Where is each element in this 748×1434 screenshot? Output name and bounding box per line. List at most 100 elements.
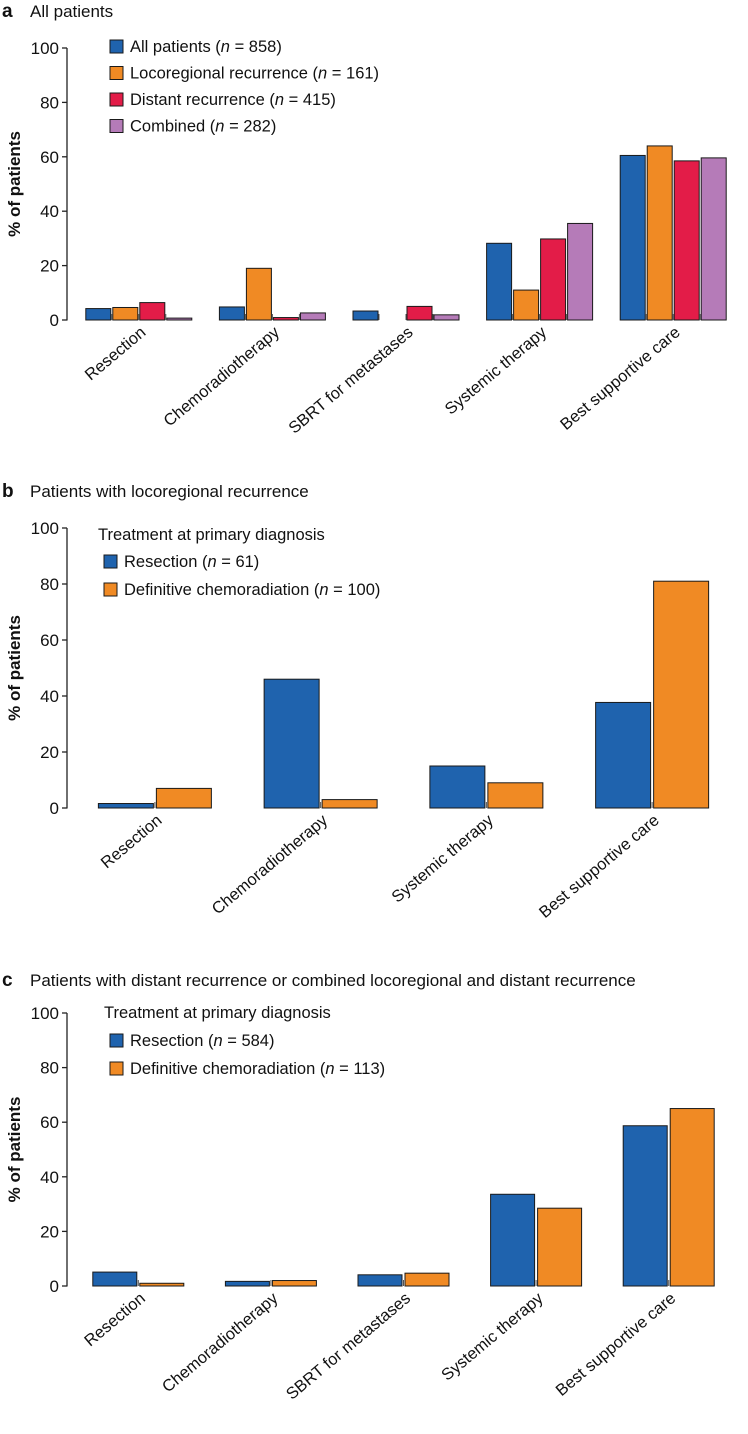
legend-label-definitive-chemoradiation: Definitive chemoradiation (n = 100) <box>124 581 380 599</box>
x-category-label-best-supportive-care: Best supportive care <box>557 323 684 433</box>
y-tick-label: 20 <box>40 1222 59 1241</box>
y-tick-label: 20 <box>40 257 59 276</box>
x-category-label-sbrt-for-metastases: SBRT for metastases <box>283 1289 414 1403</box>
bar-locoregional-recurrence-resection <box>112 306 139 321</box>
legend-label-all-patients: All patients (n = 858) <box>130 38 282 56</box>
legend-swatch-resection <box>103 554 118 569</box>
legend-swatch-definitive-chemoradiation <box>103 582 118 597</box>
bar-resection-resection <box>97 803 154 809</box>
legend-title: Treatment at primary diagnosis <box>104 1004 331 1022</box>
bar-combined-resection <box>166 317 193 321</box>
bar-resection-best-supportive-care <box>622 1125 668 1287</box>
bar-definitive-chemoradiation-resection <box>155 787 212 809</box>
panel-c: c Patients with distant recurrence or com… <box>0 958 748 1434</box>
bar-all-patients-resection <box>85 308 112 321</box>
y-tick-label: 40 <box>40 687 59 706</box>
y-tick-label: 100 <box>31 1004 59 1023</box>
bar-definitive-chemoradiation-chemoradiotherapy <box>271 1280 317 1287</box>
panel-a: a All patients 0 20 40 60 80 100 % of patients Re… <box>0 0 748 470</box>
y-tick-label: 100 <box>31 39 59 58</box>
legend-swatch-resection <box>109 1033 124 1048</box>
x-category-label-chemoradiotherapy: Chemoradiotherapy <box>160 323 283 430</box>
bar-combined-chemoradiotherapy <box>299 312 326 321</box>
bar-definitive-chemoradiation-systemic-therapy <box>487 782 544 809</box>
y-axis-label: % of patients <box>5 1097 24 1203</box>
bar-distant-recurrence-chemoradiotherapy <box>272 317 299 321</box>
x-category-label-best-supportive-care: Best supportive care <box>536 811 663 921</box>
bar-resection-resection <box>92 1271 138 1287</box>
bar-distant-recurrence-sbrt-for-metastases <box>406 305 433 321</box>
chart-locoregional-recurrence: b Patients with locoregional recurrence 0 2… <box>2 481 710 922</box>
y-tick-label: 60 <box>40 148 59 167</box>
bar-combined-best-supportive-care <box>700 157 727 321</box>
bar-definitive-chemoradiation-systemic-therapy <box>537 1207 583 1287</box>
y-tick-label: 0 <box>50 1277 59 1296</box>
bar-resection-sbrt-for-metastases <box>357 1274 403 1287</box>
chart-all-patients: a All patients 0 20 40 60 80 100 % of patients Re… <box>2 1 727 437</box>
bar-definitive-chemoradiation-resection <box>139 1282 185 1287</box>
y-tick-label: 80 <box>40 1059 59 1078</box>
bar-resection-chemoradiotherapy <box>224 1280 270 1287</box>
legend-swatch-distant-recurrence <box>109 92 124 107</box>
bar-locoregional-recurrence-chemoradiotherapy <box>245 267 272 321</box>
bar-definitive-chemoradiation-chemoradiotherapy <box>321 799 378 809</box>
x-category-label-chemoradiotherapy: Chemoradiotherapy <box>209 811 332 918</box>
panel-title: Patients with locoregional recurrence <box>30 482 309 501</box>
x-category-label-resection: Resection <box>98 811 166 872</box>
legend-label-combined: Combined (n = 282) <box>130 118 276 136</box>
bar-definitive-chemoradiation-best-supportive-care <box>653 580 710 809</box>
legend-label-resection: Resection (n = 61) <box>124 553 259 571</box>
x-category-label-systemic-therapy: Systemic therapy <box>442 323 551 419</box>
y-tick-label: 80 <box>40 93 59 112</box>
bar-resection-systemic-therapy <box>490 1193 536 1287</box>
x-category-label-resection: Resection <box>81 1289 149 1350</box>
legend-label-definitive-chemoradiation: Definitive chemoradiation (n = 113) <box>130 1060 385 1078</box>
bar-resection-best-supportive-care <box>595 701 652 809</box>
y-tick-label: 0 <box>50 311 59 330</box>
bar-all-patients-sbrt-for-metastases <box>352 310 379 321</box>
chart-distant-or-combined-recurrence: c Patients with distant recurrence or com… <box>2 970 715 1403</box>
legend-label-locoregional-recurrence: Locoregional recurrence (n = 161) <box>130 65 379 83</box>
bar-all-patients-systemic-therapy <box>486 242 513 321</box>
x-category-label-systemic-therapy: Systemic therapy <box>388 811 497 907</box>
y-tick-label: 80 <box>40 575 59 594</box>
bar-combined-systemic-therapy <box>567 222 594 321</box>
x-category-label-sbrt-for-metastases: SBRT for metastases <box>285 323 416 437</box>
x-category-label-chemoradiotherapy: Chemoradiotherapy <box>159 1289 282 1396</box>
x-category-label-resection: Resection <box>82 323 150 384</box>
legend-label-distant-recurrence: Distant recurrence (n = 415) <box>130 91 336 109</box>
legend-swatch-locoregional-recurrence <box>109 66 124 80</box>
panel-title: All patients <box>30 2 113 21</box>
y-axis-label: % of patients <box>5 131 24 237</box>
y-tick-label: 40 <box>40 1168 59 1187</box>
bar-all-patients-best-supportive-care <box>619 154 646 321</box>
bar-locoregional-recurrence-systemic-therapy <box>513 289 540 321</box>
panel-label: a <box>2 1 13 22</box>
bar-combined-sbrt-for-metastases <box>433 314 460 321</box>
x-category-label-systemic-therapy: Systemic therapy <box>438 1289 547 1385</box>
bar-definitive-chemoradiation-best-supportive-care <box>669 1108 715 1287</box>
bar-resection-systemic-therapy <box>429 765 486 809</box>
y-tick-label: 40 <box>40 202 59 221</box>
panel-label: c <box>2 970 13 991</box>
legend-swatch-definitive-chemoradiation <box>109 1061 124 1076</box>
bar-resection-chemoradiotherapy <box>263 678 320 809</box>
bar-all-patients-chemoradiotherapy <box>218 306 245 321</box>
x-category-label-best-supportive-care: Best supportive care <box>552 1289 679 1399</box>
bar-locoregional-recurrence-best-supportive-care <box>646 145 673 321</box>
y-tick-label: 20 <box>40 743 59 762</box>
y-axis-label: % of patients <box>5 615 24 721</box>
legend-title: Treatment at primary diagnosis <box>98 526 325 544</box>
panel-b: b Patients with locoregional recurrence 0 2… <box>0 480 748 950</box>
panel-title: Patients with distant recurrence or comb… <box>30 971 636 990</box>
bar-distant-recurrence-systemic-therapy <box>540 238 567 321</box>
y-tick-label: 60 <box>40 1113 59 1132</box>
y-tick-label: 0 <box>50 799 59 818</box>
legend-swatch-combined <box>109 119 124 133</box>
bar-definitive-chemoradiation-sbrt-for-metastases <box>404 1272 450 1287</box>
panel-label: b <box>2 481 14 502</box>
y-tick-label: 60 <box>40 631 59 650</box>
legend-label-resection: Resection (n = 584) <box>130 1032 274 1050</box>
bar-distant-recurrence-best-supportive-care <box>673 160 700 321</box>
legend-swatch-all-patients <box>109 39 124 54</box>
